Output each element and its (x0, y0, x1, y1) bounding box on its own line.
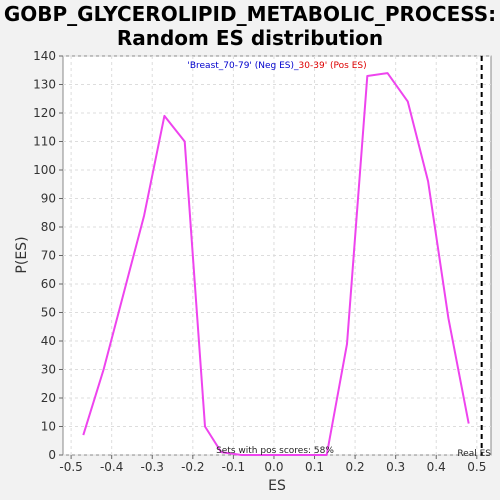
y-tick-label: 10 (41, 420, 56, 434)
x-tick-label: 0.0 (264, 460, 283, 474)
y-axis-ticks: 0 10 20 30 40 50 60 70 80 90 100 110 120 130 140 (33, 49, 63, 462)
legend-pos: 30-39' (Pos ES) (299, 61, 367, 71)
chart-title: GOBP_GLYCEROLIPID_METABOLIC_PROCESS: Ran… (0, 2, 500, 50)
grid-lines (63, 55, 491, 456)
y-tick-label: 40 (41, 334, 56, 348)
legend-separator: _ (293, 61, 299, 71)
chart-title-line1: GOBP_GLYCEROLIPID_METABOLIC_PROCESS: (3, 2, 497, 26)
plot-area (62, 55, 492, 456)
y-tick-label: 100 (33, 163, 56, 177)
x-tick-label: -0.4 (100, 460, 123, 474)
x-tick-label: 0.5 (467, 460, 486, 474)
y-axis-label: P(ES) (14, 236, 30, 273)
x-tick-label: 0.2 (346, 460, 365, 474)
series-line (82, 72, 470, 456)
y-tick-label: 60 (41, 277, 56, 291)
y-tick-label: 50 (41, 306, 56, 320)
x-tick-label: 0.4 (427, 460, 446, 474)
y-tick-label: 110 (33, 135, 56, 149)
legend: 'Breast_70-79' (Neg ES)_30-39' (Pos ES) (187, 61, 366, 71)
x-tick-label: -0.3 (141, 460, 164, 474)
x-tick-label: 0.3 (386, 460, 405, 474)
x-axis-label: ES (268, 478, 286, 494)
y-tick-label: 140 (33, 49, 56, 63)
y-tick-label: 130 (33, 78, 56, 92)
legend-neg: 'Breast_70-79' (Neg ES) (187, 61, 294, 71)
x-tick-label: -0.2 (181, 460, 204, 474)
y-tick-label: 120 (33, 106, 56, 120)
x-tick-label: 0.1 (305, 460, 324, 474)
y-tick-label: 90 (41, 192, 56, 206)
y-tick-label: 20 (41, 391, 56, 405)
x-axis-ticks: -0.5 -0.4 -0.3 -0.2 -0.1 0.0 0.1 0.2 0.3 0.4 0.5 (59, 455, 486, 474)
pos-scores-annotation: Sets with pos scores: 58% (216, 446, 334, 456)
x-tick-label: -0.1 (222, 460, 245, 474)
y-tick-label: 30 (41, 363, 56, 377)
y-tick-label: 70 (41, 249, 56, 263)
real-es-label: Real ES (457, 449, 491, 459)
y-tick-label: 0 (48, 448, 56, 462)
x-tick-label: -0.5 (59, 460, 82, 474)
y-tick-label: 80 (41, 220, 56, 234)
chart-title-line2: Random ES distribution (116, 26, 384, 50)
series-group (82, 72, 470, 456)
